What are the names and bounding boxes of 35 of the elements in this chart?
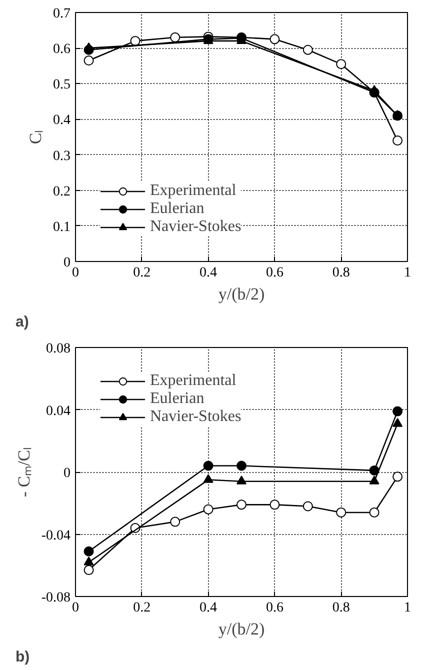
y-tick-label: 0.3 xyxy=(53,148,70,164)
y-tick-label: 0.04 xyxy=(46,404,70,419)
text: b) xyxy=(16,648,30,666)
legend-label: Experimental xyxy=(150,182,236,200)
legend-label: Eulerian xyxy=(150,200,204,218)
y-tick-label: 0.1 xyxy=(53,220,70,235)
x-axis-title: y/(b/2) xyxy=(218,284,265,304)
legend-label: Navier-Stokes xyxy=(150,408,242,426)
y-axis-title: Cₗ xyxy=(26,130,45,144)
y-tick-label: 0.6 xyxy=(53,42,70,58)
y-tick-label: 0.2 xyxy=(53,184,70,200)
x-axis-title: y/(b/2) xyxy=(218,620,265,638)
x-tick-label: 0.2 xyxy=(133,266,151,280)
x-tick-label: 0.2 xyxy=(133,600,151,616)
x-tick-label: 0.8 xyxy=(332,266,350,280)
x-tick-label: 1 xyxy=(404,600,411,616)
y-tick-label: -0.04 xyxy=(41,528,71,544)
legend-label: Experimental xyxy=(150,372,236,390)
x-tick-label: 0.8 xyxy=(332,600,350,616)
x-tick-label: 0.6 xyxy=(266,266,284,280)
y-tick-label: 0.4 xyxy=(53,113,70,128)
x-tick-label: 0.4 xyxy=(200,600,218,616)
text: a) xyxy=(16,314,29,330)
legend-label: Navier-Stokes xyxy=(150,218,242,236)
y-tick-label: 0.08 xyxy=(46,342,70,356)
x-tick-label: 0.6 xyxy=(266,600,284,616)
x-tick-label: 0.4 xyxy=(200,266,218,280)
x-tick-label: 1 xyxy=(404,266,411,280)
y-tick-label: 0.7 xyxy=(53,6,70,22)
legend-label: Eulerian xyxy=(150,390,204,408)
y-tick-label: 0 xyxy=(64,466,70,481)
y-tick-label: 0.5 xyxy=(53,78,70,93)
y-axis-title: - Cₘ/Cₗ xyxy=(14,446,34,498)
y-tick-label: 0 xyxy=(64,256,70,270)
y-tick-label: -0.08 xyxy=(41,590,71,606)
